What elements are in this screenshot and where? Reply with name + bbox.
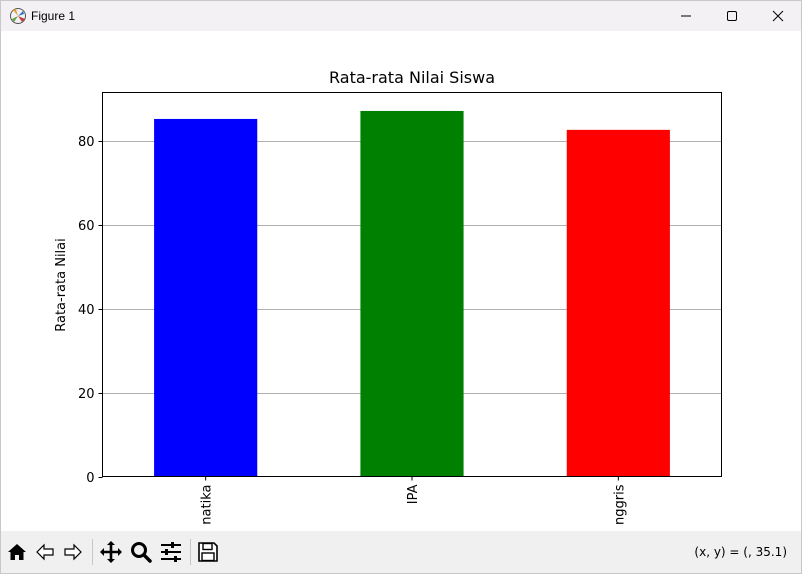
window-title: Figure 1: [31, 9, 76, 23]
y-tick-label: 60: [78, 219, 95, 234]
maximize-icon: [727, 11, 737, 21]
save-icon: [198, 542, 218, 562]
minimize-icon: [681, 15, 691, 17]
forward-button[interactable]: [61, 540, 85, 564]
minimize-button[interactable]: [663, 1, 709, 31]
toolbar-separator: [92, 539, 93, 565]
maximize-button[interactable]: [709, 1, 755, 31]
configure-subplots-icon: [161, 542, 181, 562]
toolbar-separator: [190, 539, 191, 565]
cursor-coordinates: (x, y) = (, 35.1): [694, 545, 787, 559]
close-icon: [772, 10, 784, 22]
zoom-icon: [131, 542, 152, 563]
save-button[interactable]: [196, 540, 220, 564]
home-button[interactable]: [5, 540, 29, 564]
title-bar: Figure 1: [1, 1, 801, 31]
x-tick-label: IPA: [406, 484, 421, 504]
x-tick-label: nggris: [612, 484, 627, 525]
bar-chart: Rata-rata Nilai Siswa Rata-rata Nilai 0 2…: [54, 68, 722, 525]
pan-icon: [100, 541, 122, 563]
forward-icon: [64, 543, 82, 561]
zoom-button[interactable]: [129, 540, 153, 564]
pan-button[interactable]: [99, 540, 123, 564]
y-tick-label: 20: [78, 387, 95, 402]
bar: [566, 129, 670, 477]
y-tick-label: 0: [86, 471, 94, 486]
bar: [360, 110, 464, 477]
x-tick-label: natika: [200, 485, 215, 525]
navigation-toolbar: (x, y) = (, 35.1): [1, 531, 801, 573]
configure-subplots-button[interactable]: [159, 540, 183, 564]
y-tick-label: 40: [78, 303, 95, 318]
close-button[interactable]: [755, 1, 801, 31]
y-axis-label: Rata-rata Nilai: [54, 238, 69, 332]
chart-title: Rata-rata Nilai Siswa: [329, 68, 495, 87]
back-button[interactable]: [33, 540, 57, 564]
back-icon: [36, 543, 54, 561]
y-tick-label: 80: [78, 135, 95, 150]
home-icon: [8, 544, 26, 560]
figure-canvas[interactable]: Rata-rata Nilai Siswa Rata-rata Nilai 0 2…: [1, 31, 801, 531]
matplotlib-logo-icon: [10, 8, 26, 24]
bar: [154, 118, 258, 477]
